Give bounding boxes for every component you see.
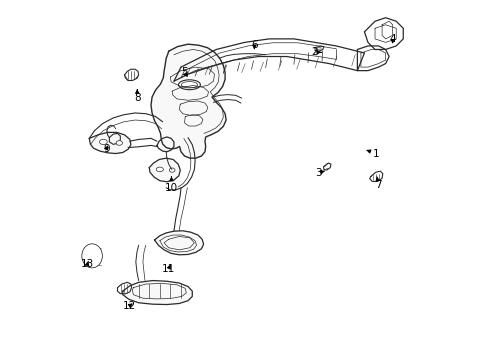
Polygon shape [357,46,388,71]
Text: 6: 6 [250,40,257,50]
Text: 12: 12 [122,301,136,311]
Text: 2: 2 [311,47,321,57]
Ellipse shape [116,141,122,145]
Text: 11: 11 [162,264,175,274]
Text: 4: 4 [388,34,395,44]
Polygon shape [149,158,180,182]
Text: 10: 10 [164,177,178,193]
Polygon shape [157,137,174,152]
Polygon shape [364,18,403,49]
Text: 13: 13 [81,259,94,269]
Polygon shape [124,69,139,81]
Polygon shape [122,280,192,305]
Text: 1: 1 [366,149,379,158]
Text: 3: 3 [315,168,324,178]
Ellipse shape [99,139,107,145]
Ellipse shape [181,82,197,88]
Ellipse shape [81,244,102,268]
Ellipse shape [178,80,200,90]
Text: 7: 7 [374,177,381,190]
Polygon shape [154,231,203,255]
Ellipse shape [82,244,102,267]
Polygon shape [314,46,323,51]
Text: 5: 5 [181,67,187,77]
Text: 8: 8 [134,90,140,103]
Ellipse shape [156,167,163,172]
Polygon shape [323,163,330,170]
Polygon shape [89,132,131,154]
Polygon shape [117,282,131,294]
Polygon shape [109,134,120,144]
Ellipse shape [84,247,99,265]
Polygon shape [369,171,382,181]
Text: 9: 9 [102,144,109,154]
Polygon shape [151,44,225,158]
Ellipse shape [169,168,175,172]
